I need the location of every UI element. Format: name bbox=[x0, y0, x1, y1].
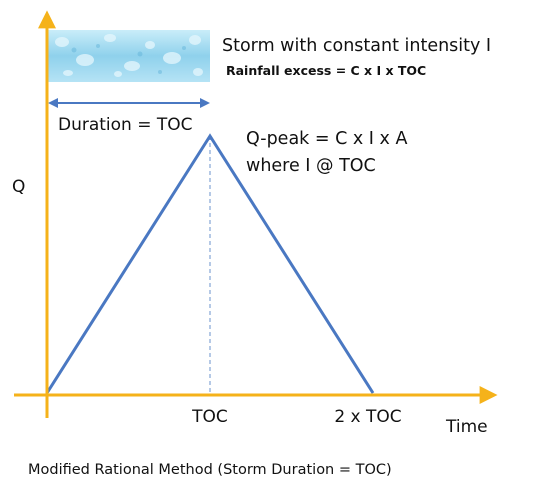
storm-title: Storm with constant intensity I bbox=[222, 36, 491, 56]
rain-band bbox=[48, 30, 210, 82]
x-tick-2-toc: 2 x TOC bbox=[334, 407, 401, 427]
x-tick-toc: TOC bbox=[191, 407, 228, 427]
figure-caption: Modified Rational Method (Storm Duration… bbox=[28, 462, 392, 478]
duration-label: Duration = TOC bbox=[58, 115, 193, 135]
x-axis-label: Time bbox=[445, 417, 488, 437]
rainfall-excess-label: Rainfall excess = C x I x TOC bbox=[226, 63, 426, 78]
q-peak-condition-label: where I @ TOC bbox=[246, 156, 376, 176]
y-axis-label: Q bbox=[12, 177, 25, 197]
triangular-hydrograph bbox=[45, 133, 375, 394]
rain-droplets-icon bbox=[55, 34, 203, 77]
q-peak-label: Q-peak = C x I x A bbox=[246, 129, 407, 149]
